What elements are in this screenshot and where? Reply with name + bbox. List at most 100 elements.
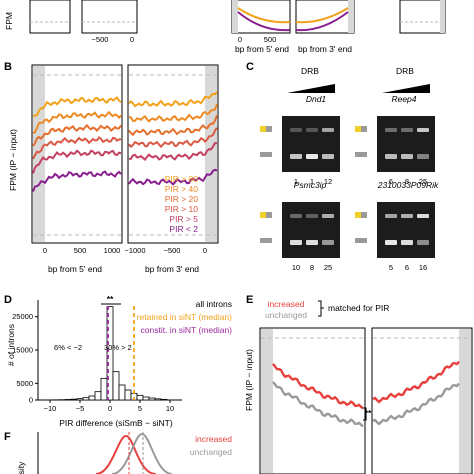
panel-b-series-5prime-5	[32, 170, 122, 192]
panel-a-curve-purple-3	[237, 11, 291, 32]
panel-b-xlabel-5: bp from 5' end	[48, 264, 102, 274]
panel-c-exon-marker-0	[260, 126, 266, 132]
panel-e: E increased unchanged matched for PIR FP…	[244, 294, 473, 474]
panel-d-yticks: 0 5000 15000 25000	[12, 312, 38, 405]
panel-a-shade-3	[232, 0, 238, 33]
panel-c-drb-wedge-right	[382, 84, 430, 93]
panel-e-plot-5prime	[259, 327, 366, 474]
panel-c-value-1-1: 8	[405, 177, 409, 186]
panel-d-xtick-0: −10	[44, 404, 57, 413]
panel-d-pct-right: 30% > 2	[104, 343, 132, 352]
panel-a-plot-3	[231, 0, 291, 34]
panel-a-curve-purple-4	[295, 11, 349, 32]
panel-d-bar-3	[70, 398, 78, 401]
panel-c-value-2-0: 10	[292, 263, 300, 272]
panel-c-value-2-2: 25	[324, 263, 332, 272]
panel-c-intron-marker-1	[361, 126, 367, 132]
panel-b-shade-3prime	[205, 66, 217, 242]
panel-c-gel-0	[282, 116, 340, 172]
panel-e-significance: **	[365, 408, 372, 418]
panel-d-bars	[52, 306, 168, 401]
panel-b-series-5prime-3	[32, 136, 122, 160]
panel-c-gene-3: 2310033P09Rik	[377, 180, 439, 190]
panel-b-tick-3-1: −500	[164, 246, 181, 255]
panel-c-band-lower-0-2	[322, 154, 334, 159]
panel-e-increased-5prime	[272, 363, 364, 410]
panel-b-tick-3-2: 0	[203, 246, 207, 255]
panel-b-series-3prime-3	[128, 127, 218, 149]
panel-a-tick-5-0: 0	[238, 35, 242, 44]
panel-e-curves	[272, 360, 460, 428]
panel-a-tick-3-1: 0	[130, 35, 134, 44]
panel-b-series-3prime-5	[128, 168, 218, 186]
panel-a-shade-4	[348, 0, 354, 33]
panel-b-xlabel-3: bp from 3' end	[145, 264, 199, 274]
panel-c-gene-0: Dnd1	[306, 94, 327, 104]
panel-b-legend-item-2: PIR > 20	[165, 194, 199, 204]
panel-b-series-5prime-2	[32, 123, 122, 147]
panel-a: FPM −500 0 0 500 bp from 5' end bp from …	[4, 0, 446, 54]
panel-f: F sity increased unchanged	[4, 431, 232, 474]
panel-b-plot-5prime	[31, 64, 123, 244]
panel-d-xticks: −10 −5 0 5 10	[44, 400, 174, 413]
panel-d-ylabel: # of introns	[6, 324, 16, 366]
panel-b-legend-item-1: PIR > 40	[165, 184, 199, 194]
panel-c-value-0-2: 12	[324, 177, 332, 186]
panel-d-bar-6	[88, 395, 96, 401]
panel-f-legend-increased: increased	[195, 434, 232, 444]
panel-c-exon-marker-3	[355, 212, 361, 218]
panel-b-legend-item-5: PIR < 2	[169, 224, 198, 234]
panel-c-band-upper-1-0	[385, 128, 397, 132]
panel-e-legend-increased: increased	[268, 299, 305, 309]
panel-b-series-3prime-4	[128, 142, 218, 162]
panel-a-ylabel: FPM	[4, 12, 14, 30]
panel-c-gel-2	[282, 202, 340, 258]
panel-f-ylabel: sity	[16, 461, 26, 474]
panel-c-letter: C	[246, 61, 254, 73]
panel-b-series-5prime-4	[32, 149, 122, 174]
panel-c-value-3-0: 5	[389, 263, 393, 272]
panel-a-plot-2	[81, 0, 138, 34]
panel-a-tick-5-1: 500	[264, 35, 277, 44]
panel-d-bar-2	[64, 399, 72, 401]
panel-f-letter: F	[4, 431, 11, 443]
panel-e-shade-3prime	[459, 329, 471, 473]
panel-a-xlabel-5: bp from 5' end	[235, 44, 289, 54]
panel-c-drb-label-right: DRB	[396, 66, 414, 76]
panel-c-value-1-2: 25	[419, 177, 427, 186]
panel-b-letter: B	[4, 61, 12, 73]
panel-c-gene-2: Psmc3ip	[294, 180, 327, 190]
panel-c-band-lower-0-1	[306, 154, 318, 159]
panel-c-band-lower-2-2	[322, 240, 334, 245]
panel-c-drb-label-left: DRB	[301, 66, 319, 76]
panel-d-xtick-4: 10	[166, 404, 174, 413]
panel-d-medians	[107, 306, 135, 400]
panel-c-intron-marker-3	[361, 212, 367, 218]
panel-d-xtick-1: −5	[76, 404, 85, 413]
panel-b-tick-5-2: 1000	[104, 246, 121, 255]
panel-c-gel-1	[377, 116, 435, 172]
panel-c-band-lower-3-0	[385, 240, 397, 245]
panel-d-ytick-0: 0	[29, 396, 33, 405]
panel-c-spliced-marker-3	[355, 238, 367, 243]
panel-e-sig-bracket	[363, 407, 367, 421]
panel-e-shade-5prime	[261, 329, 273, 473]
panel-b-curves	[32, 91, 218, 192]
panel-d-ytick-1: 5000	[16, 379, 33, 388]
panel-d-bar-16	[148, 397, 156, 401]
panel-a-curve-orange-4	[295, 7, 349, 24]
panel-e-unchanged-3prime	[372, 382, 460, 426]
panel-b-tick-3-0: −1000	[124, 246, 145, 255]
panel-a-curve-orange-3	[237, 7, 291, 24]
panel-c-exon-marker-2	[260, 212, 266, 218]
panel-a-xlabel-3: bp from 3' end	[298, 44, 352, 54]
panel-b-series-3prime-0	[128, 91, 218, 108]
panel-c-band-lower-1-0	[385, 154, 397, 159]
panel-e-plot-3prime	[371, 327, 473, 474]
panel-c-intron-marker-2	[266, 212, 272, 218]
panel-c-band-upper-2-0	[290, 214, 302, 218]
panel-b-legend-item-4: PIR > 5	[169, 214, 198, 224]
panel-b-legend-item-0: PIR > 80	[165, 174, 199, 184]
panel-c-gene-1: Reep4	[391, 94, 416, 104]
